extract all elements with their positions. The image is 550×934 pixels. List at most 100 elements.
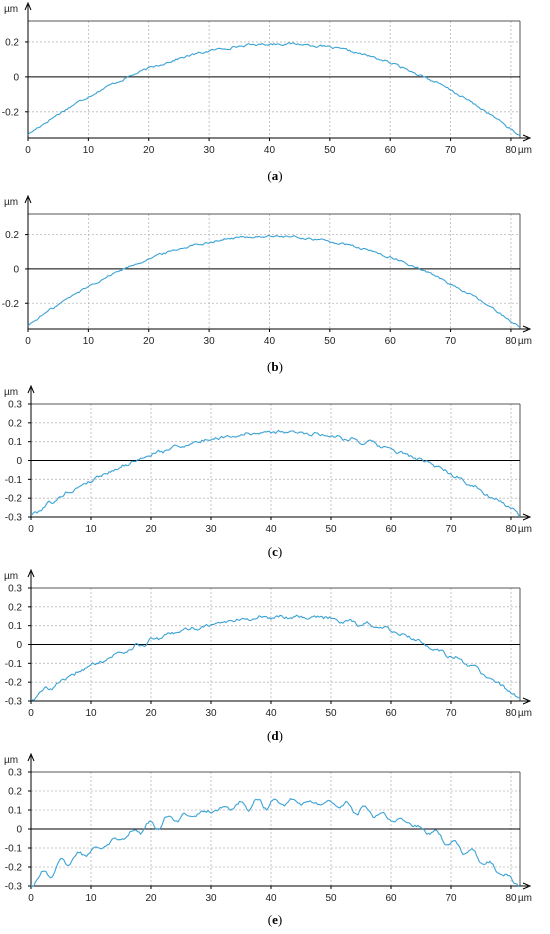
y-tick-label: 0 <box>13 264 19 275</box>
y-tick-label: -0.1 <box>5 659 23 670</box>
x-tick-label: 0 <box>28 524 34 535</box>
y-axis-unit-label: µm <box>4 755 18 766</box>
x-tick-label: 70 <box>445 893 457 904</box>
chart-panel-e: 0 10 20 30 40 50 60 70 80 0.3 0.2 0.1 0 -0.1 -0.2 -0.3 µ… <box>4 752 532 927</box>
y-tick-label: 0.1 <box>8 621 22 632</box>
x-tick-label: 80 <box>505 708 517 719</box>
y-tick-label: 0 <box>16 456 22 467</box>
x-tick-label: 30 <box>205 524 217 535</box>
y-tick-label: 0.2 <box>8 787 22 798</box>
x-tick-label: 70 <box>445 524 457 535</box>
x-axis-arrow <box>522 134 532 142</box>
x-tick-label: 80 <box>505 336 517 347</box>
panel-caption: (e) <box>268 912 282 927</box>
y-tick-label: -0.3 <box>5 882 23 893</box>
y-tick-label: -0.3 <box>5 513 23 524</box>
chart-panel-b: 0 10 20 30 40 50 60 70 80 0.2 0 -0.2 µm µm (b) <box>2 194 532 374</box>
x-axis-arrow <box>522 697 532 705</box>
y-tick-label: -0.2 <box>5 678 23 689</box>
x-axis-unit-label: µm <box>518 524 532 535</box>
x-tick-label: 20 <box>145 708 157 719</box>
x-tick-label: 40 <box>264 145 276 156</box>
x-tick-label: 10 <box>83 145 95 156</box>
x-tick-label: 10 <box>85 708 97 719</box>
panel-caption: (c) <box>268 544 282 559</box>
y-tick-label: 0.2 <box>5 230 19 241</box>
y-axis-arrow <box>24 194 32 204</box>
y-tick-label: 0.3 <box>8 584 22 595</box>
y-tick-label: 0.2 <box>8 418 22 429</box>
y-axis-unit-label: µm <box>4 571 18 582</box>
panel-caption: (d) <box>267 728 283 743</box>
x-axis-unit-label: µm <box>518 145 532 156</box>
x-tick-label: 50 <box>324 145 336 156</box>
y-tick-label: 0.2 <box>5 37 19 48</box>
y-axis-arrow <box>24 1 32 11</box>
x-tick-label: 80 <box>505 524 517 535</box>
x-tick-label: 60 <box>385 524 397 535</box>
x-tick-label: 0 <box>28 893 34 904</box>
x-tick-label: 40 <box>265 708 277 719</box>
y-tick-label: 0.1 <box>8 437 22 448</box>
y-tick-label: 0.2 <box>8 602 22 613</box>
x-tick-label: 60 <box>385 708 397 719</box>
chart-panel-a: 0 10 20 30 40 50 60 70 80 0.2 0 -0.2 µm µm (a) <box>2 1 532 183</box>
profile-line <box>30 798 521 888</box>
y-tick-label: 0.3 <box>8 400 22 411</box>
x-tick-label: 40 <box>264 336 276 347</box>
profile-line <box>27 234 521 329</box>
grid <box>27 214 520 329</box>
y-tick-label: 0 <box>16 640 22 651</box>
x-tick-label: 50 <box>324 336 336 347</box>
y-tick-label: -0.1 <box>5 844 23 855</box>
x-tick-label: 70 <box>445 145 457 156</box>
x-tick-label: 0 <box>25 336 31 347</box>
y-tick-label: 0.1 <box>8 806 22 817</box>
y-tick-label: 0 <box>16 825 22 836</box>
x-tick-label: 30 <box>204 145 216 156</box>
profile-line <box>30 429 521 518</box>
x-tick-label: 30 <box>204 336 216 347</box>
profile-line <box>30 614 521 701</box>
y-tick-label: 0.3 <box>8 768 22 779</box>
x-tick-label: 10 <box>83 336 95 347</box>
y-tick-label: -0.2 <box>5 494 23 505</box>
x-tick-label: 80 <box>505 893 517 904</box>
y-axis-arrow <box>27 752 35 762</box>
x-tick-label: 60 <box>385 336 397 347</box>
x-axis-unit-label: µm <box>518 708 532 719</box>
x-tick-label: 30 <box>205 708 217 719</box>
x-tick-label: 60 <box>385 145 397 156</box>
x-tick-label: 50 <box>325 524 337 535</box>
chart-panel-c: 0 10 20 30 40 50 60 70 80 0.3 0.2 0.1 0 -0.1 -0.2 -0.3 µ… <box>4 384 532 559</box>
x-tick-label: 60 <box>385 893 397 904</box>
x-tick-label: 50 <box>325 893 337 904</box>
y-axis-unit-label: µm <box>4 387 18 398</box>
x-axis-unit-label: µm <box>518 893 532 904</box>
x-tick-label: 40 <box>265 524 277 535</box>
x-tick-label: 10 <box>85 524 97 535</box>
y-tick-label: 0 <box>13 72 19 83</box>
x-tick-label: 40 <box>265 893 277 904</box>
y-axis-arrow <box>27 384 35 394</box>
x-axis-arrow <box>522 513 532 521</box>
y-axis-unit-label: µm <box>4 4 18 15</box>
x-tick-label: 80 <box>505 145 517 156</box>
y-tick-label: -0.2 <box>2 299 20 310</box>
x-tick-label: 0 <box>25 145 31 156</box>
y-tick-label: -0.2 <box>2 107 20 118</box>
chart-panel-d: 0 10 20 30 40 50 60 70 80 0.3 0.2 0.1 0 -0.1 -0.2 -0.3 µ… <box>4 568 532 743</box>
y-tick-label: -0.2 <box>5 863 23 874</box>
x-tick-label: 30 <box>205 893 217 904</box>
x-axis-arrow <box>522 325 532 333</box>
x-axis-unit-label: µm <box>518 336 532 347</box>
x-tick-label: 20 <box>145 524 157 535</box>
x-tick-label: 20 <box>143 145 155 156</box>
x-tick-label: 10 <box>85 893 97 904</box>
panel-caption: (a) <box>267 168 282 183</box>
grid <box>27 21 520 138</box>
profile-line <box>27 42 521 137</box>
y-axis-unit-label: µm <box>4 197 18 208</box>
x-tick-label: 0 <box>28 708 34 719</box>
x-tick-label: 20 <box>143 336 155 347</box>
